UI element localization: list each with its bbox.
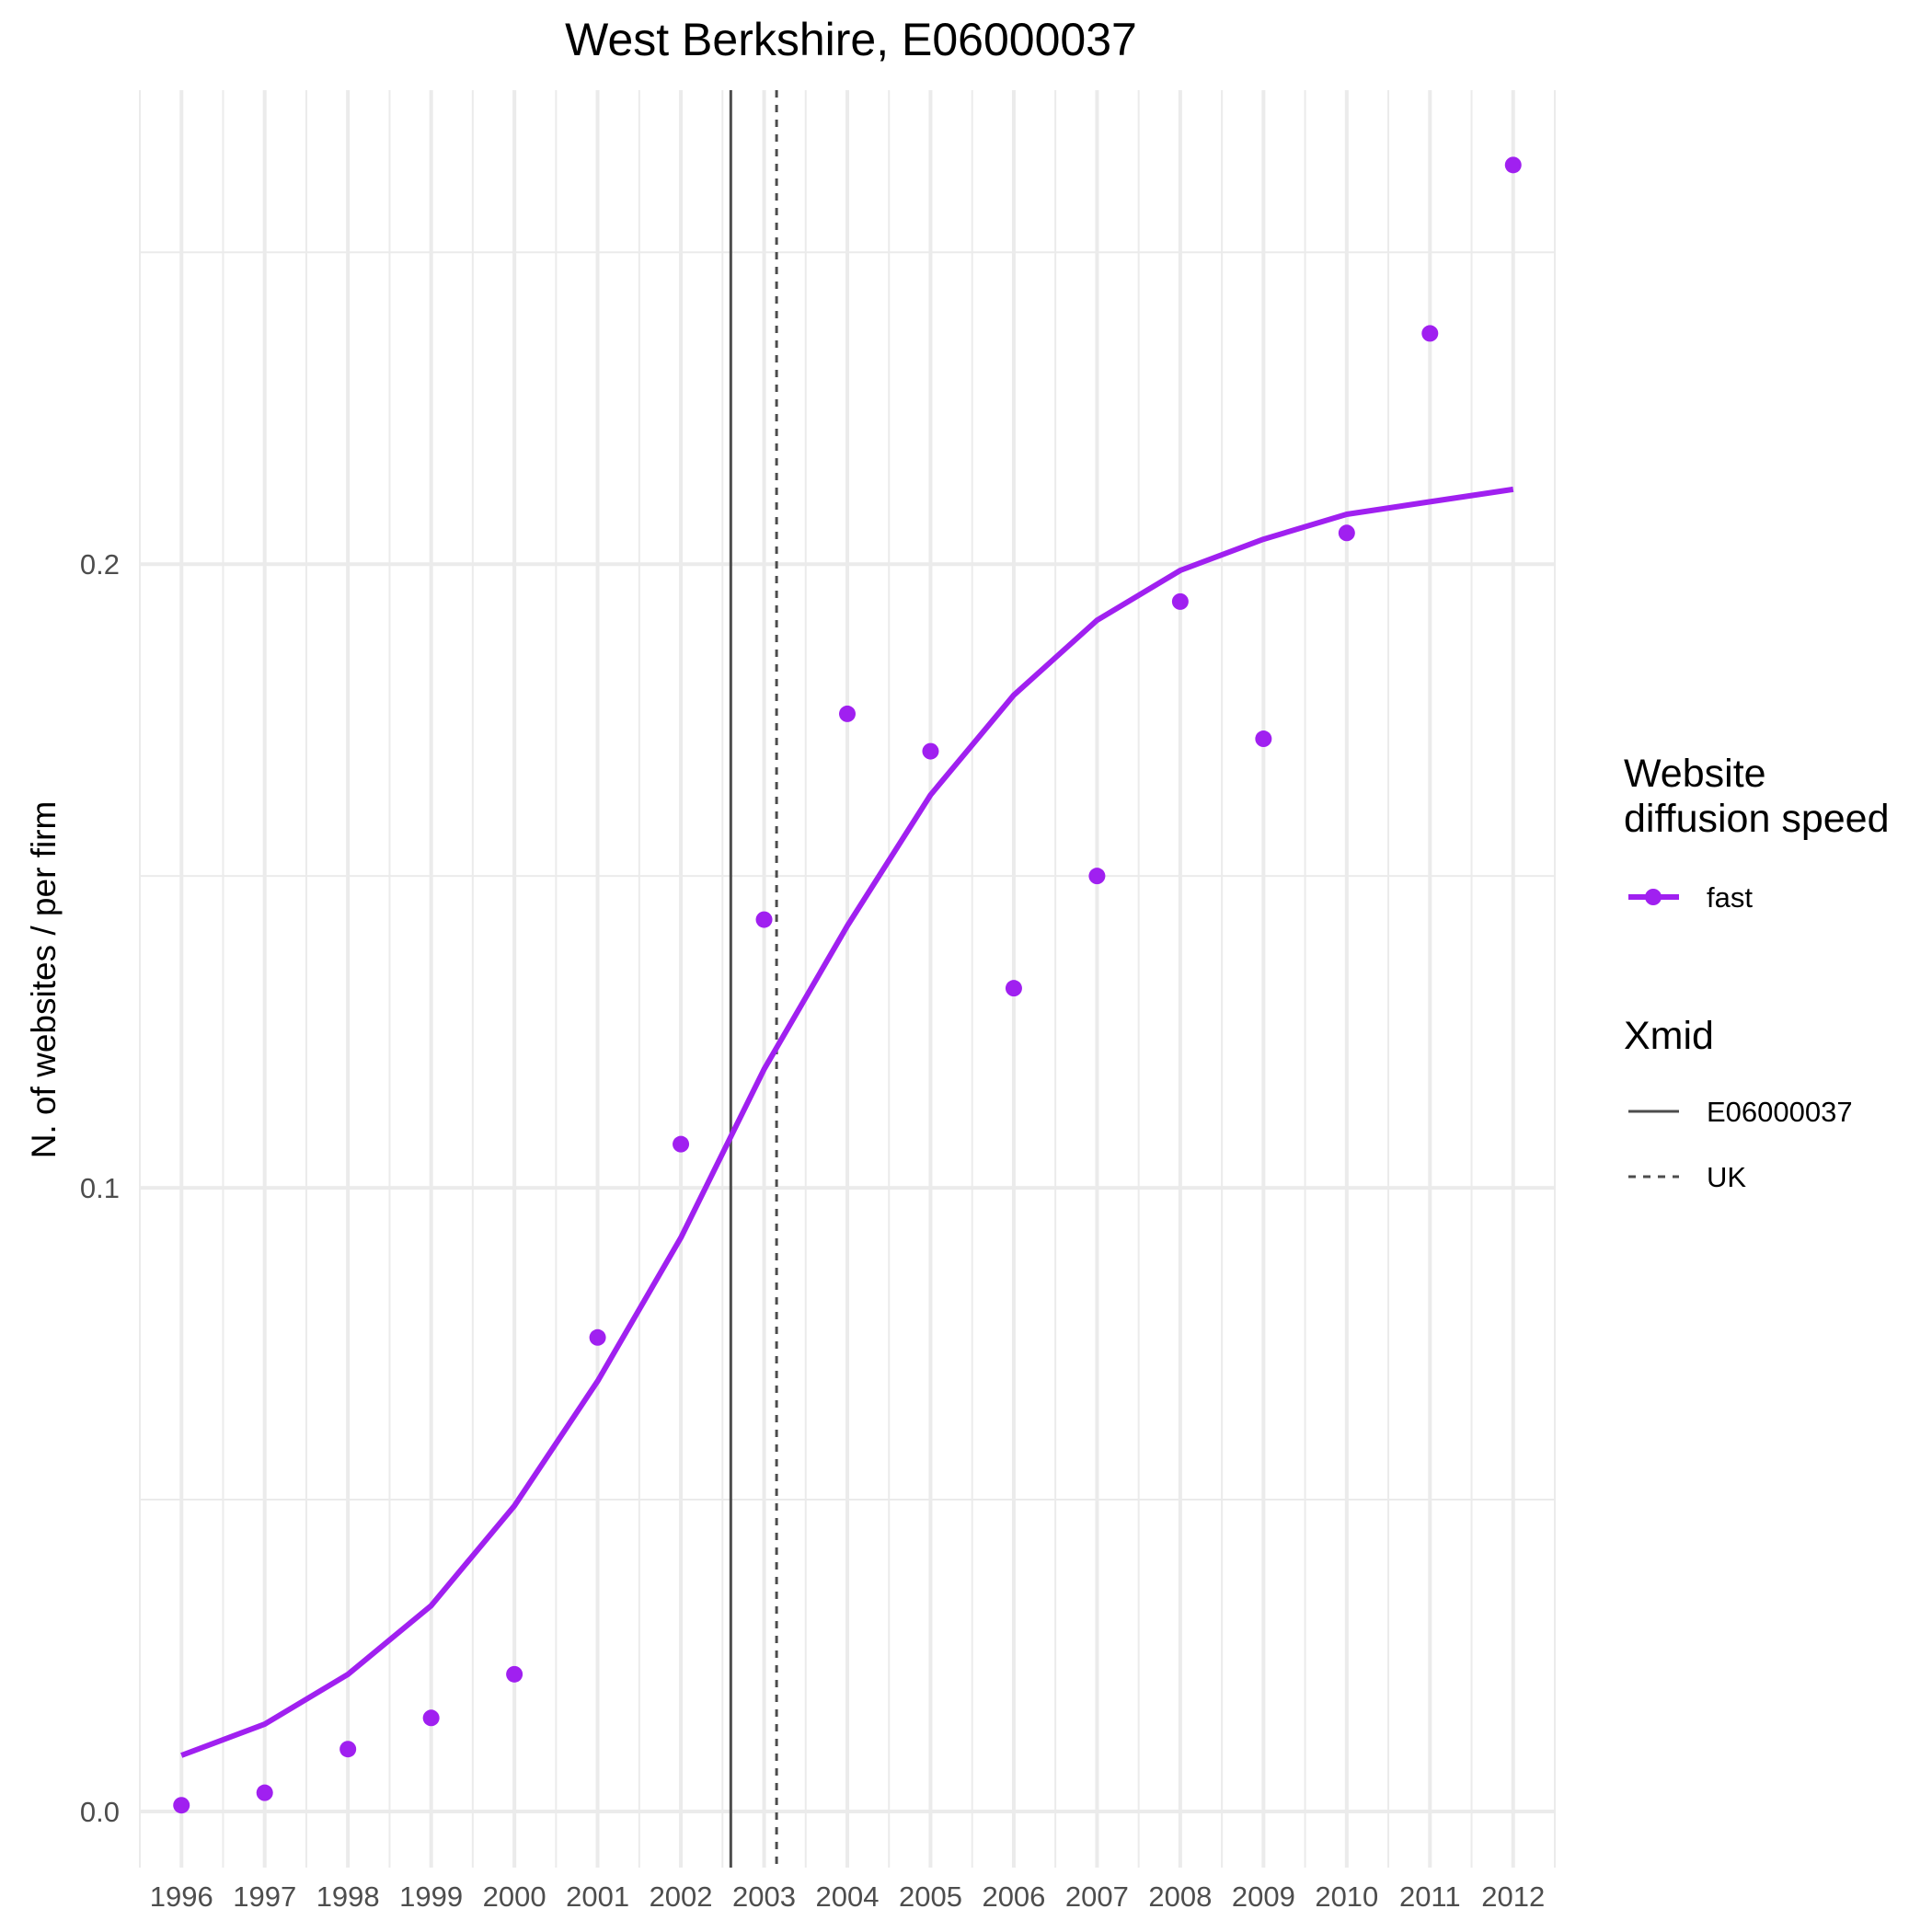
x-tick-label: 2004 <box>816 1880 880 1913</box>
data-point <box>673 1135 690 1153</box>
x-tick-label: 2012 <box>1481 1880 1545 1913</box>
x-tick-label: 2010 <box>1315 1880 1378 1913</box>
data-point <box>589 1328 606 1346</box>
axes: 1996 1997 1998 1999 2000 2001 2002 2003 2004 2005… <box>80 548 1545 1913</box>
x-tick-label: 2000 <box>483 1880 546 1913</box>
y-tick-label: 0.0 <box>80 1796 120 1828</box>
data-point <box>1171 592 1189 610</box>
data-point <box>755 911 773 928</box>
legend-label-fast: fast <box>1707 881 1753 914</box>
data-point <box>839 705 856 722</box>
x-tick-label: 2006 <box>982 1880 1045 1913</box>
series <box>173 156 1522 1814</box>
x-tick-label: 2005 <box>899 1880 962 1913</box>
data-point <box>173 1797 190 1814</box>
fitted-line-fast <box>180 486 1514 1758</box>
data-point <box>1255 730 1272 748</box>
legend-label-uk: UK <box>1707 1161 1746 1193</box>
legend-label-e06000037: E06000037 <box>1707 1096 1853 1128</box>
data-point <box>1421 325 1439 342</box>
chart-title: West Berkshire, E06000037 <box>565 14 1137 65</box>
data-point <box>1088 868 1106 885</box>
x-tick-label: 2011 <box>1399 1880 1461 1913</box>
x-tick-label: 1996 <box>150 1880 213 1913</box>
data-point <box>506 1665 523 1683</box>
legend-key-point <box>1645 889 1662 905</box>
legend-title-speed: Website <box>1624 752 1766 796</box>
data-point <box>1504 156 1522 174</box>
data-point <box>256 1784 273 1801</box>
x-tick-label: 2003 <box>732 1880 796 1913</box>
grid <box>139 90 1556 1868</box>
data-point <box>339 1741 357 1758</box>
x-tick-label: 2007 <box>1065 1880 1129 1913</box>
legend-title-xmid: Xmid <box>1624 1014 1714 1058</box>
x-tick-label: 2009 <box>1232 1880 1295 1913</box>
y-tick-label: 0.1 <box>80 1172 120 1204</box>
y-axis-title: N. of websites / per firm <box>25 801 63 1159</box>
reference-lines <box>729 90 778 1868</box>
data-point <box>922 742 939 760</box>
x-tick-label: 2001 <box>566 1880 629 1913</box>
x-tick-label: 1997 <box>233 1880 296 1913</box>
data-point <box>1338 524 1355 542</box>
x-tick-label: 2002 <box>650 1880 713 1913</box>
legend-title-speed: diffusion speed <box>1624 797 1890 841</box>
x-tick-label: 1999 <box>399 1880 463 1913</box>
y-tick-label: 0.2 <box>80 548 120 581</box>
x-tick-label: 1998 <box>316 1880 380 1913</box>
data-point <box>422 1709 440 1727</box>
x-tick-label: 2008 <box>1148 1880 1212 1913</box>
data-point <box>1005 980 1022 997</box>
